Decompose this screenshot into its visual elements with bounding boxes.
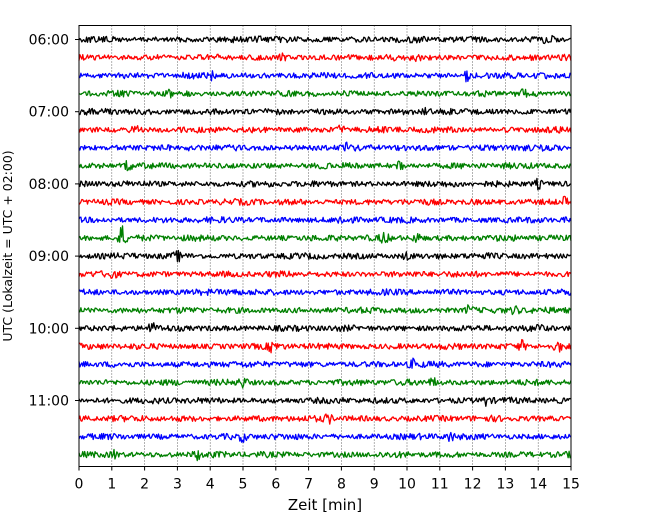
- trace-line: [78, 270, 572, 279]
- x-tick-label: 11: [431, 477, 449, 493]
- trace-line: [78, 225, 572, 244]
- trace-line: [78, 322, 572, 333]
- x-tick-label: 2: [140, 477, 149, 493]
- x-tick-label: 15: [562, 477, 580, 493]
- trace-line: [78, 70, 572, 83]
- trace-line: [78, 52, 572, 63]
- trace-line: [78, 177, 572, 191]
- y-tick-label: 08:00: [29, 177, 69, 193]
- x-tick-label: 13: [496, 477, 514, 493]
- trace-line: [78, 249, 572, 263]
- trace-line: [78, 288, 572, 297]
- y-tick-label: 11:00: [29, 394, 69, 410]
- x-axis-label: Zeit [min]: [288, 496, 362, 514]
- trace-line: [78, 357, 572, 369]
- y-axis-ticks: 06:00 07:00 08:00 09:00 10:00 11:00: [29, 33, 79, 410]
- x-tick-label: 4: [206, 477, 215, 493]
- trace-line: [78, 34, 572, 45]
- x-tick-label: 5: [239, 477, 248, 493]
- trace-line: [78, 106, 572, 116]
- trace-line: [78, 88, 572, 99]
- x-tick-label: 1: [107, 477, 116, 493]
- x-tick-label: 3: [173, 477, 182, 493]
- trace-line: [78, 216, 572, 224]
- x-tick-label: 0: [75, 477, 84, 493]
- x-tick-label: 9: [370, 477, 379, 493]
- seismogram-traces: [78, 34, 572, 462]
- x-tick-label: 8: [337, 477, 346, 493]
- trace-line: [78, 124, 572, 134]
- x-tick-label: 14: [529, 477, 547, 493]
- trace-line: [78, 413, 572, 425]
- trace-line: [78, 304, 572, 316]
- trace-line: [78, 159, 572, 172]
- y-tick-label: 10:00: [29, 321, 69, 337]
- y-tick-label: 06:00: [29, 33, 69, 49]
- trace-line: [78, 377, 572, 389]
- trace-line: [78, 338, 572, 354]
- x-tick-label: 6: [271, 477, 280, 493]
- x-tick-label: 10: [398, 477, 416, 493]
- x-tick-label: 7: [304, 477, 313, 493]
- y-axis-label: UTC (Lokalzeit = UTC + 02:00): [0, 150, 15, 341]
- y-tick-label: 07:00: [29, 105, 69, 121]
- trace-line: [78, 141, 572, 152]
- trace-line: [78, 396, 572, 407]
- x-tick-label: 12: [464, 477, 482, 493]
- trace-line: [78, 431, 572, 443]
- plot-frame: [78, 25, 572, 467]
- x-axis-ticks: 0 1 2 3 4 5 6 7 8 9 10 11 12 13 14 15: [75, 466, 580, 493]
- y-tick-label: 09:00: [29, 249, 69, 265]
- trace-line: [78, 195, 572, 206]
- trace-line: [78, 448, 572, 462]
